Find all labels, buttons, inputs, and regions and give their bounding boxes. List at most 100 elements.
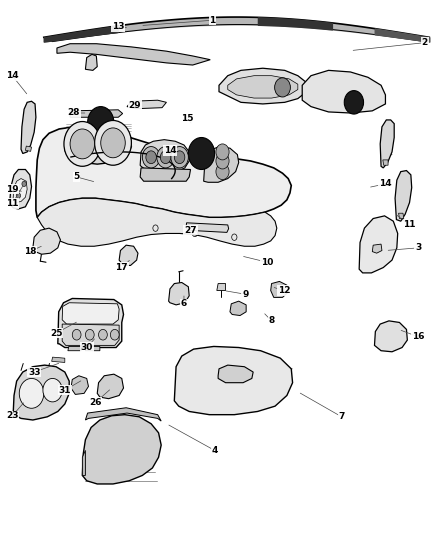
Polygon shape xyxy=(70,110,123,117)
Polygon shape xyxy=(25,146,32,151)
Circle shape xyxy=(16,193,21,198)
Polygon shape xyxy=(82,450,85,475)
Polygon shape xyxy=(62,303,119,324)
Text: 18: 18 xyxy=(24,247,36,256)
Polygon shape xyxy=(36,127,291,217)
Text: 9: 9 xyxy=(242,290,248,298)
Circle shape xyxy=(171,147,188,168)
Circle shape xyxy=(19,378,44,408)
Circle shape xyxy=(188,138,215,169)
Circle shape xyxy=(95,120,131,165)
Text: 14: 14 xyxy=(6,71,18,80)
Text: 19: 19 xyxy=(6,185,18,193)
Polygon shape xyxy=(230,301,246,316)
Polygon shape xyxy=(218,365,253,383)
Polygon shape xyxy=(219,68,307,104)
Polygon shape xyxy=(65,122,131,164)
Text: 30: 30 xyxy=(81,343,93,352)
Polygon shape xyxy=(217,284,226,290)
Polygon shape xyxy=(82,415,161,484)
Polygon shape xyxy=(380,120,394,168)
Circle shape xyxy=(216,164,229,180)
Polygon shape xyxy=(169,282,189,305)
Circle shape xyxy=(85,329,94,340)
Text: 14: 14 xyxy=(379,180,392,188)
Circle shape xyxy=(216,153,229,169)
Text: 10: 10 xyxy=(261,258,273,266)
Polygon shape xyxy=(33,228,60,254)
Polygon shape xyxy=(71,376,88,394)
Polygon shape xyxy=(68,346,81,351)
Polygon shape xyxy=(186,223,229,232)
Polygon shape xyxy=(374,321,407,352)
Circle shape xyxy=(142,147,160,168)
Polygon shape xyxy=(174,346,293,415)
Polygon shape xyxy=(302,70,385,113)
Circle shape xyxy=(101,128,125,158)
Text: 17: 17 xyxy=(116,263,128,272)
Text: 12: 12 xyxy=(278,286,290,295)
Polygon shape xyxy=(399,213,404,219)
Polygon shape xyxy=(13,365,69,420)
Circle shape xyxy=(344,91,364,114)
Text: 15: 15 xyxy=(181,114,194,123)
Text: 25: 25 xyxy=(50,329,62,337)
Circle shape xyxy=(110,329,119,340)
Text: 4: 4 xyxy=(212,446,218,455)
Circle shape xyxy=(216,144,229,160)
Text: 5: 5 xyxy=(74,173,80,181)
Circle shape xyxy=(275,78,290,97)
Circle shape xyxy=(43,378,62,402)
Text: 14: 14 xyxy=(164,146,176,155)
Polygon shape xyxy=(97,374,124,399)
Polygon shape xyxy=(58,298,124,348)
Text: 26: 26 xyxy=(89,398,102,407)
Circle shape xyxy=(160,151,171,164)
Polygon shape xyxy=(395,171,412,221)
Polygon shape xyxy=(21,101,36,154)
Polygon shape xyxy=(271,281,288,297)
Text: 23: 23 xyxy=(6,411,18,420)
Circle shape xyxy=(146,151,156,164)
Polygon shape xyxy=(85,346,100,351)
Circle shape xyxy=(174,151,185,164)
Polygon shape xyxy=(62,324,119,345)
Text: 28: 28 xyxy=(67,109,80,117)
Polygon shape xyxy=(359,216,398,273)
Circle shape xyxy=(88,107,114,139)
Circle shape xyxy=(157,147,174,168)
Polygon shape xyxy=(10,169,32,209)
Polygon shape xyxy=(85,54,97,70)
Polygon shape xyxy=(52,357,65,362)
Polygon shape xyxy=(119,245,138,265)
Circle shape xyxy=(99,329,107,340)
Text: 7: 7 xyxy=(339,413,345,421)
Polygon shape xyxy=(383,160,388,165)
Text: 11: 11 xyxy=(6,199,18,208)
Polygon shape xyxy=(228,76,298,98)
Text: 11: 11 xyxy=(403,221,416,229)
Text: 1: 1 xyxy=(209,16,215,25)
Text: 3: 3 xyxy=(415,244,421,252)
Circle shape xyxy=(22,181,26,187)
Text: 8: 8 xyxy=(268,317,275,325)
Text: 13: 13 xyxy=(112,22,124,31)
Circle shape xyxy=(64,122,101,166)
Polygon shape xyxy=(85,408,161,421)
Polygon shape xyxy=(57,44,210,65)
Polygon shape xyxy=(127,100,166,109)
Text: 33: 33 xyxy=(28,368,40,376)
Text: 6: 6 xyxy=(181,300,187,308)
Polygon shape xyxy=(372,244,382,253)
Text: 16: 16 xyxy=(412,333,424,341)
Polygon shape xyxy=(13,179,27,203)
Polygon shape xyxy=(140,168,191,181)
Text: 27: 27 xyxy=(184,226,197,235)
Polygon shape xyxy=(37,198,277,246)
Text: 2: 2 xyxy=(422,38,428,47)
Circle shape xyxy=(72,329,81,340)
Polygon shape xyxy=(204,147,239,182)
Text: 29: 29 xyxy=(129,101,141,110)
Polygon shape xyxy=(140,140,189,173)
Text: 31: 31 xyxy=(59,386,71,394)
